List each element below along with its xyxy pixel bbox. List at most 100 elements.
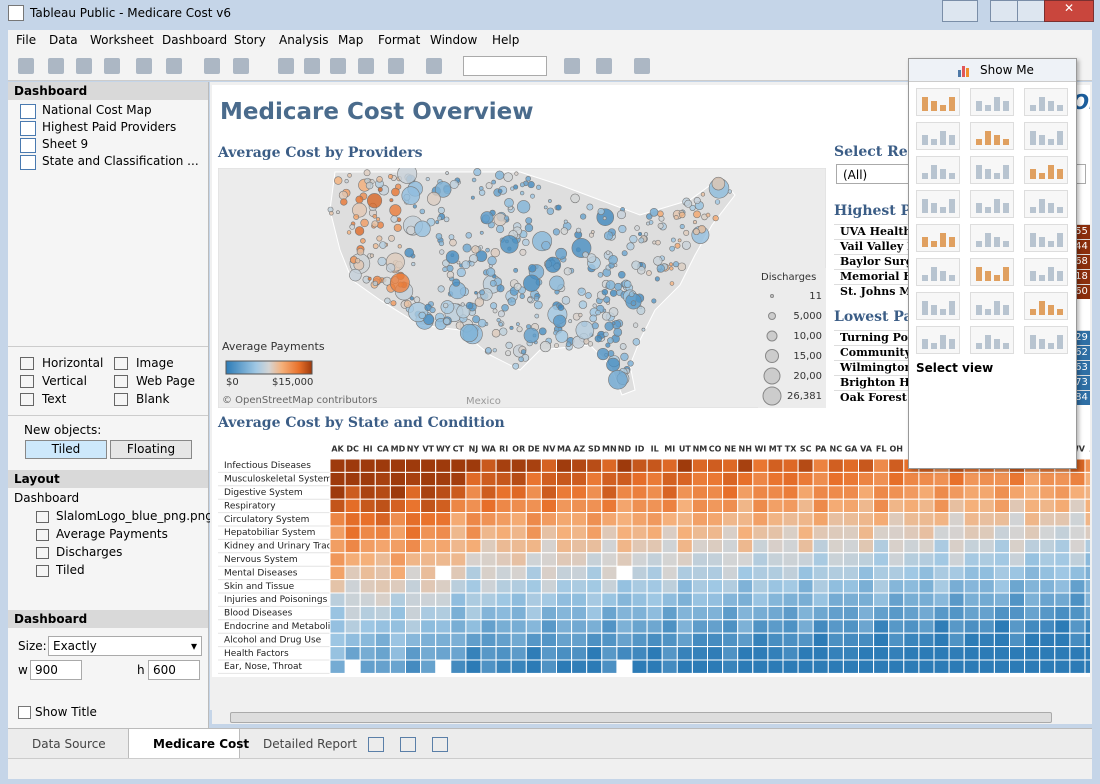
new-sheet-button[interactable] [368,737,384,752]
object-item[interactable]: Web Page [136,374,196,388]
menu-item[interactable]: Help [492,33,520,47]
toolbar-button[interactable] [426,58,442,74]
chart-type-thumbnail[interactable] [970,122,1014,150]
heat-cell [707,579,724,594]
menu-item[interactable]: File [16,33,37,47]
provider-name[interactable]: Wilmington T [840,361,925,374]
chart-type-thumbnail[interactable] [916,326,960,354]
width-input[interactable]: 900 [30,660,82,680]
object-item[interactable]: Blank [136,392,170,406]
object-item[interactable]: Horizontal [42,356,104,370]
provider-name[interactable]: UVA Health S [840,225,924,238]
chart-type-thumbnail[interactable] [970,292,1014,320]
provider-name[interactable]: Memorial Ho [840,270,921,283]
tree-item[interactable]: Tiled [56,563,85,577]
menu-item[interactable]: Worksheet [90,33,154,47]
chart-type-thumbnail[interactable] [970,88,1014,116]
minimize-button[interactable] [990,0,1018,22]
toolbar-button[interactable] [204,58,220,74]
provider-name[interactable]: Oak Forest H [840,391,921,404]
provider-name[interactable]: St. Johns Me [840,285,919,298]
sheet-tab[interactable]: Detailed Report [263,737,357,751]
panel-header[interactable] [909,59,1076,82]
sheet-tab[interactable]: Data Source [32,737,106,751]
chart-type-thumbnail[interactable] [1024,292,1068,320]
panel-header[interactable]: Layout [8,470,208,488]
object-item[interactable]: Vertical [42,374,87,388]
toolbar-button[interactable] [564,58,580,74]
menu-item[interactable]: Map [338,33,364,47]
menu-item[interactable]: Analysis [279,33,329,47]
chart-type-thumbnail[interactable] [916,258,960,286]
chart-type-thumbnail[interactable] [1024,190,1068,218]
chart-type-thumbnail[interactable] [1024,156,1068,184]
chart-type-thumbnail[interactable] [970,190,1014,218]
chart-type-thumbnail[interactable] [970,326,1014,354]
menu-item[interactable]: Dashboard [162,33,228,47]
close-button[interactable]: ✕ [1044,0,1094,22]
toolbar-button[interactable] [166,58,182,74]
sheet-item[interactable]: Sheet 9 [42,137,89,151]
checkbox[interactable] [18,706,31,719]
provider-name[interactable]: Brighton Hos [840,376,924,389]
chart-type-thumbnail[interactable] [970,224,1014,252]
provider-name[interactable]: Turning Point [840,331,926,344]
chart-type-thumbnail[interactable] [916,224,960,252]
chart-type-thumbnail[interactable] [916,292,960,320]
heat-cell [767,525,784,540]
object-item[interactable]: Text [42,392,67,406]
toggle-button[interactable]: Tiled [25,440,107,459]
chart-type-thumbnail[interactable] [916,156,960,184]
sheet-item[interactable]: National Cost Map [42,103,152,117]
toolbar-button[interactable] [388,58,404,74]
sheet-item[interactable]: Highest Paid Providers [42,120,177,134]
new-sheet-button[interactable] [432,737,448,752]
sheet-item[interactable]: State and Classification ... [42,154,199,168]
sheet-tab[interactable]: Medicare Cost [153,737,250,751]
toolbar-button[interactable] [358,58,374,74]
scrollbar[interactable] [212,710,1092,724]
object-item[interactable]: Image [136,356,174,370]
provider-name[interactable]: Baylor Surgic [840,255,925,268]
toolbar-button[interactable] [233,58,249,74]
menu-item[interactable]: Story [234,33,266,47]
maximize-button[interactable] [1017,0,1045,22]
chart-type-thumbnail[interactable] [970,156,1014,184]
menu-item[interactable]: Data [49,33,78,47]
heat-cell [782,592,799,607]
chart-type-thumbnail[interactable] [970,258,1014,286]
height-input[interactable]: 600 [148,660,200,680]
heat-cell [435,605,452,621]
new-sheet-button[interactable] [400,737,416,752]
tree-item[interactable]: Average Payments [56,527,168,541]
chart-type-thumbnail[interactable] [1024,88,1068,116]
toolbar-button[interactable] [278,58,294,74]
chart-type-thumbnail[interactable] [916,122,960,150]
toolbar-button[interactable] [596,58,612,74]
menu-item[interactable]: Window [430,33,478,47]
combo-box[interactable] [463,56,547,76]
chart-type-thumbnail[interactable] [1024,224,1068,252]
tree-item[interactable]: SlalomLogo_blue_png.png [56,509,213,523]
size-dropdown[interactable]: Exactly ▾ [48,636,202,656]
menu-item[interactable]: Format [378,33,421,47]
toolbar-button[interactable] [330,58,346,74]
thumb-mark [976,343,982,349]
toolbar-button[interactable] [634,58,650,74]
toolbar-button[interactable] [76,58,92,74]
toolbar-button[interactable] [18,58,34,74]
toolbar-button[interactable] [136,58,152,74]
toggle-button[interactable]: Floating [110,440,192,459]
chart-type-thumbnail[interactable] [916,88,960,116]
chart-type-thumbnail[interactable] [1024,258,1068,286]
toolbar-button[interactable] [104,58,120,74]
provider-name[interactable]: Community C [840,346,924,359]
toolbar-button[interactable] [48,58,64,74]
chart-type-thumbnail[interactable] [1024,122,1068,150]
tree-item[interactable]: Discharges [56,545,123,559]
chart-type-thumbnail[interactable] [1024,326,1068,354]
button[interactable] [942,0,978,22]
chart-type-thumbnail[interactable] [916,190,960,218]
provider-name[interactable]: Vail Valley Me [840,240,927,253]
toolbar-button[interactable] [304,58,320,74]
